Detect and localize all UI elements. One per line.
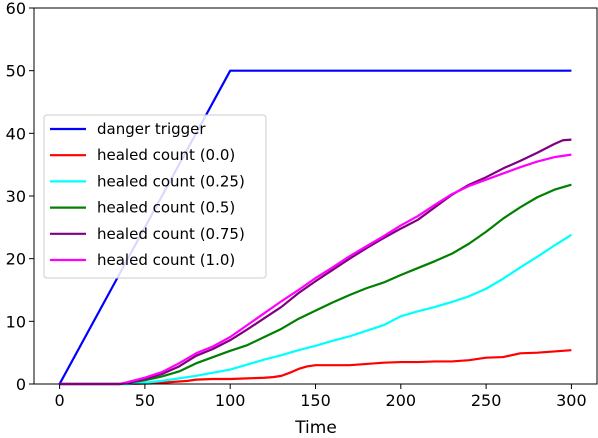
series-line-1 <box>59 349 572 386</box>
y-tick-label: 40 <box>6 124 26 143</box>
x-tick-label: 250 <box>471 391 502 410</box>
y-tick-label: 0 <box>16 375 26 394</box>
axes-layer: 0 50 100 150 200 250 300 0 10 20 30 40 50 60 Time <box>6 0 598 438</box>
y-tick-label: 20 <box>6 250 26 269</box>
x-tick-label: 150 <box>300 391 331 410</box>
series-line-2 <box>59 233 572 386</box>
series-layer <box>58 69 572 386</box>
legend-label-0: danger trigger <box>97 120 206 138</box>
x-tick-label: 50 <box>135 391 155 410</box>
y-tick-label: 10 <box>6 312 26 331</box>
y-tick-label: 30 <box>6 187 26 206</box>
x-tick-label: 0 <box>54 391 64 410</box>
legend: danger trigger healed count (0.0) healed c… <box>43 114 267 279</box>
x-tick-label: 300 <box>556 391 587 410</box>
series-line-4 <box>59 138 572 386</box>
x-axis-title: Time <box>294 418 337 438</box>
legend-label-2: healed count (0.25) <box>97 172 245 190</box>
series-line-0 <box>58 69 572 385</box>
legend-label-4: healed count (0.75) <box>97 225 245 243</box>
legend-box <box>43 114 267 279</box>
legend-label-1: healed count (0.0) <box>97 146 235 164</box>
y-tick-label: 60 <box>6 0 26 18</box>
series-line-3 <box>59 183 572 386</box>
series-line-5 <box>59 153 572 386</box>
legend-label-5: healed count (1.0) <box>97 251 235 269</box>
legend-label-3: healed count (0.5) <box>97 199 235 217</box>
x-tick-label: 200 <box>386 391 417 410</box>
y-tick-label: 50 <box>6 62 26 81</box>
x-tick-label: 100 <box>215 391 246 410</box>
